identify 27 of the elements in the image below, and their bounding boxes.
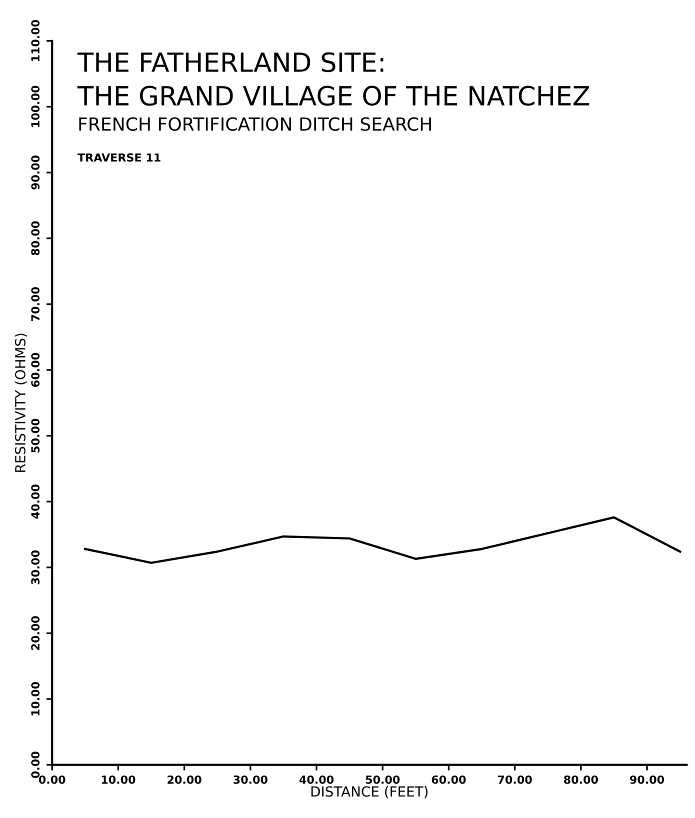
y-axis-title: RESISTIVITY (OHMS) xyxy=(14,334,28,472)
y-tick-label: 10.00 xyxy=(31,682,40,716)
text: FRENCH FORTIFICATION DITCH SEARCH xyxy=(79,117,431,131)
y-tick-label: 40.00 xyxy=(31,484,40,519)
y-tick-label: 80.00 xyxy=(31,221,40,256)
x-tick-label: 90.00 xyxy=(630,775,664,784)
y-tick-label: 20.00 xyxy=(31,616,40,650)
y-tick-label: 110.00 xyxy=(31,20,40,62)
x-tick-label: 30.00 xyxy=(234,775,268,784)
x-tick-label: 0.00 xyxy=(38,775,66,784)
x-tick-label: 50.00 xyxy=(366,775,400,784)
text: THE FATHERLAND SITE: THE GRAND VILLAGE OF THE NATCHEZ xyxy=(77,52,590,106)
x-tick-label: 70.00 xyxy=(498,775,532,784)
x-tick-label: 10.00 xyxy=(102,775,136,784)
y-tick-label: 100.00 xyxy=(31,86,40,127)
x-tick-label: 80.00 xyxy=(564,775,598,784)
x-tick-label: 60.00 xyxy=(432,775,466,784)
x-tick-label: 20.00 xyxy=(168,775,202,784)
x-axis-title: DISTANCE (FEET) xyxy=(311,786,428,798)
y-tick-label: 30.00 xyxy=(31,550,40,584)
y-tick-label: 50.00 xyxy=(31,418,40,452)
y-tick-label: 70.00 xyxy=(31,287,40,321)
y-tick-label: 60.00 xyxy=(31,352,40,387)
line-series xyxy=(84,516,682,564)
x-tick-label: 40.00 xyxy=(299,775,334,784)
annotation: TRAVERSE 11 xyxy=(78,153,160,162)
y-tick-label: 90.00 xyxy=(31,155,40,190)
